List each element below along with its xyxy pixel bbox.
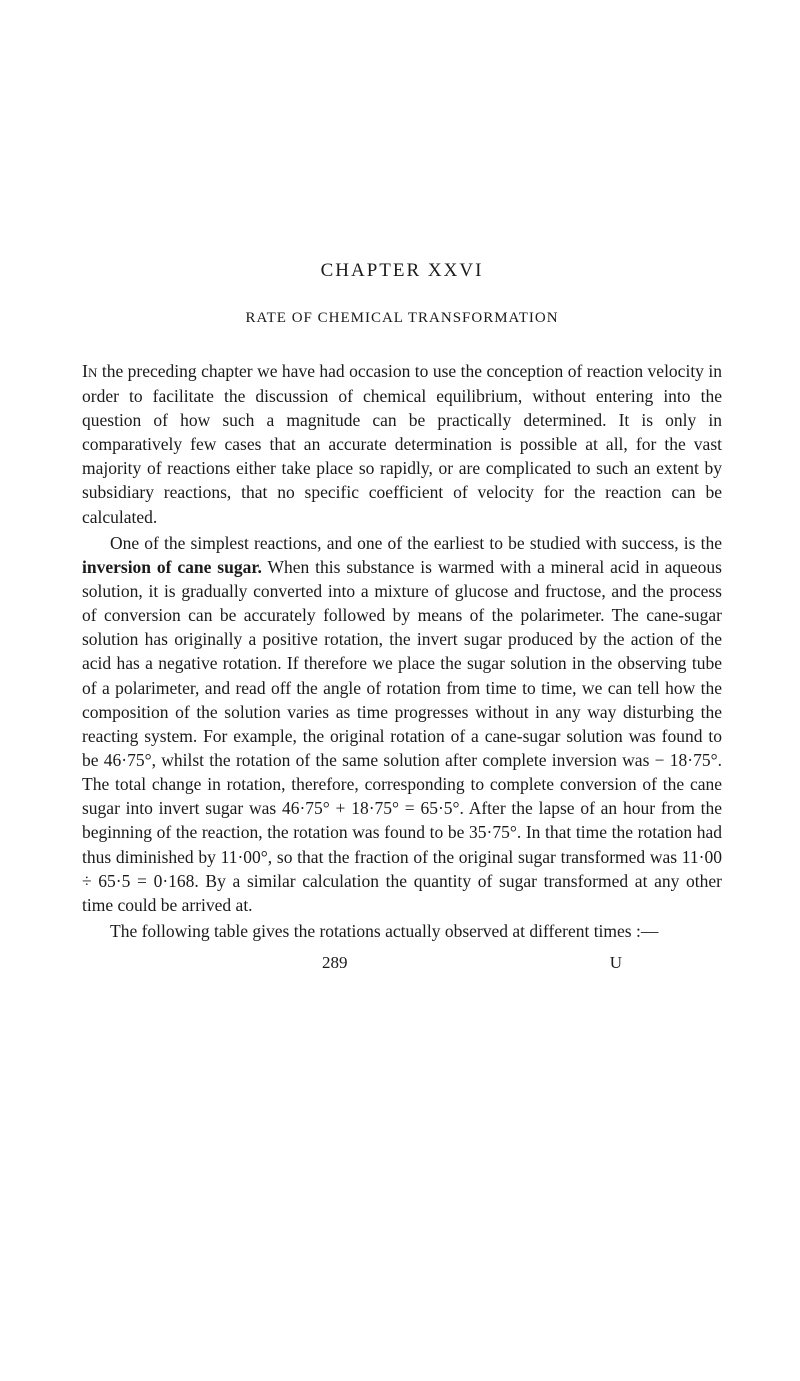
- paragraph-2: One of the simplest reactions, and one o…: [82, 531, 722, 917]
- lead-word: In: [82, 361, 97, 381]
- page-number: 289: [322, 953, 348, 973]
- paragraph-1: In the preceding chapter we have had occ…: [82, 359, 722, 529]
- paragraph-3-text: The following table gives the rotations …: [110, 921, 658, 941]
- signature-mark: U: [610, 953, 622, 973]
- chapter-title: CHAPTER XXVI: [82, 260, 722, 282]
- page-container: CHAPTER XXVI RATE OF CHEMICAL TRANSFORMA…: [0, 0, 800, 1033]
- bold-phrase: inversion of cane sugar.: [82, 557, 262, 577]
- paragraph-1-text: the preceding chapter we have had occasi…: [82, 361, 722, 527]
- paragraph-3: The following table gives the rotations …: [82, 919, 722, 943]
- section-title: RATE OF CHEMICAL TRANSFORMATION: [82, 310, 722, 327]
- paragraph-2-text-b: When this substance is warmed with a min…: [82, 557, 722, 915]
- page-footer: 289 U: [82, 953, 722, 973]
- paragraph-2-text-a: One of the simplest reactions, and one o…: [110, 533, 722, 553]
